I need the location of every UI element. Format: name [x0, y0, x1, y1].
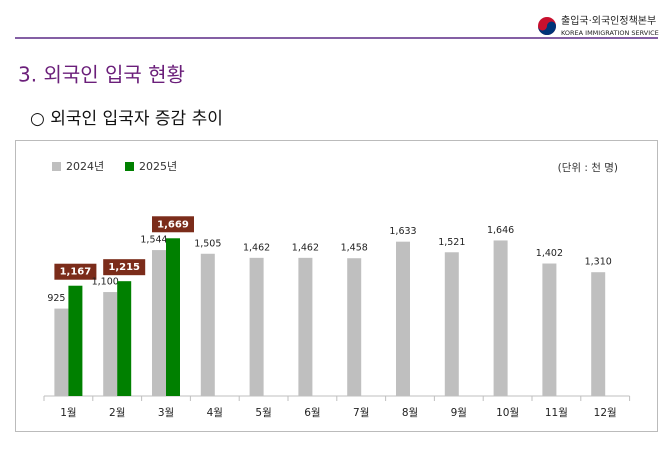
value-label: 1,310 — [585, 257, 612, 268]
legend-label: 2024년 — [66, 160, 104, 173]
x-tick-label: 1월 — [60, 407, 76, 419]
bar — [493, 240, 508, 396]
x-tick-label: 7월 — [353, 407, 369, 419]
x-tick-label: 4월 — [207, 407, 223, 419]
value-label: 1,521 — [438, 237, 465, 248]
x-tick-label: 3월 — [158, 407, 174, 419]
value-label: 1,402 — [536, 248, 563, 259]
value-label-box — [152, 216, 194, 233]
section-title: 3. 외국인 입국 현황 — [18, 63, 185, 87]
bar — [117, 281, 132, 396]
unit-note: (단위 : 천 명) — [558, 161, 618, 174]
bar — [444, 252, 459, 396]
bar — [166, 238, 180, 396]
value-label: 1,215 — [108, 262, 140, 273]
bar — [68, 285, 83, 396]
value-label: 1,505 — [194, 238, 221, 249]
value-label: 1,669 — [157, 219, 189, 230]
bar — [103, 292, 118, 396]
bar — [249, 257, 264, 396]
bar — [396, 241, 410, 396]
bar — [200, 253, 215, 396]
bar — [152, 250, 166, 396]
value-label: 1,462 — [243, 242, 270, 253]
legend-label: 2025년 — [139, 160, 177, 173]
value-label: 1,458 — [341, 243, 368, 254]
x-tick-label: 9월 — [451, 407, 467, 419]
x-tick-label: 5월 — [255, 407, 271, 419]
x-tick-label: 11월 — [545, 407, 568, 419]
bar — [542, 263, 557, 396]
bar — [591, 272, 606, 396]
value-label: 1,462 — [292, 242, 319, 253]
x-tick-label: 8월 — [402, 407, 418, 419]
subtitle: ○ 외국인 입국자 증감 추이 — [30, 109, 223, 129]
org-name-en: KOREA IMMIGRATION SERVICE — [561, 29, 659, 37]
value-label: 1,100 — [92, 277, 119, 288]
bar — [298, 257, 313, 396]
logo-part — [538, 21, 556, 35]
value-label: 1,544 — [140, 235, 167, 246]
legend-swatch — [52, 162, 61, 171]
value-label: 1,646 — [487, 225, 514, 236]
legend-swatch — [125, 162, 134, 171]
x-tick-label: 12월 — [594, 407, 617, 419]
value-label-box — [54, 263, 97, 280]
bar — [54, 308, 69, 396]
bar — [347, 258, 362, 396]
value-label-box — [103, 259, 146, 276]
value-label: 925 — [47, 293, 65, 304]
x-tick-label: 6월 — [304, 407, 320, 419]
x-tick-label: 10월 — [496, 407, 519, 419]
value-label: 1,633 — [389, 226, 416, 237]
x-tick-label: 2월 — [109, 407, 125, 419]
value-label: 1,167 — [60, 267, 92, 278]
org-name: 출입국·외국인정책본부 — [561, 14, 656, 27]
